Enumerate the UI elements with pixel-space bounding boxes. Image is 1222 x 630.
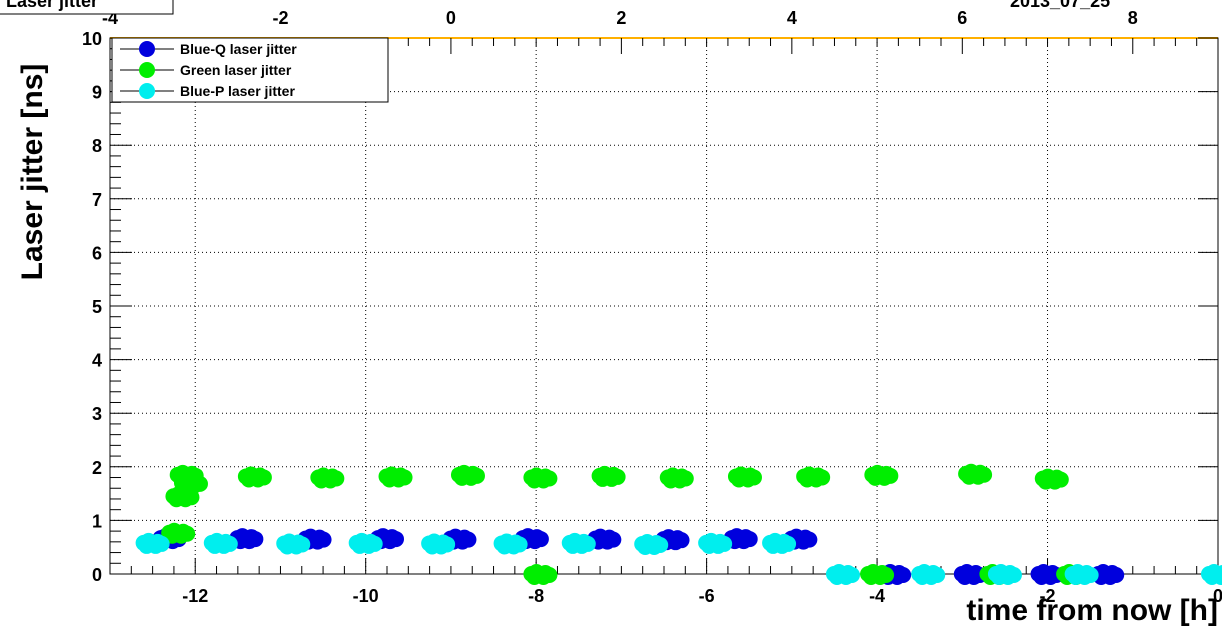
green-laser-jitter-point [523,467,558,489]
top-tick-label: 6 [957,8,967,28]
blue-p-laser-jitter-point [203,532,238,554]
title-box: Laser jitter [0,0,174,15]
blue-p-laser-jitter-point [825,564,860,585]
top-tick-label: 4 [787,8,797,28]
y-tick-label: 0 [92,565,102,585]
legend-marker [139,41,155,57]
legend-item-blue-q-laser-jitter: Blue-Q laser jitter [120,41,297,57]
blue-p-laser-jitter-point [987,564,1022,585]
green-laser-jitter-point [1034,468,1069,490]
blue-p-laser-jitter-point [561,532,596,554]
legend-item-blue-p-laser-jitter: Blue-P laser jitter [120,83,295,99]
x-tick-label: 0 [1213,586,1222,606]
x-tick-label: -12 [182,586,208,606]
blue-p-laser-jitter-point [135,532,170,554]
top-tick-label: -2 [272,8,288,28]
legend-item-green-laser-jitter: Green laser jitter [120,62,292,78]
y-tick-label: 7 [92,190,102,210]
x-tick-label: -10 [353,586,379,606]
y-tick-label: 1 [92,511,102,531]
legend-label: Blue-P laser jitter [180,83,295,99]
green-laser-jitter-point [727,466,762,488]
green-laser-jitter-point [796,466,831,488]
legend-label: Blue-Q laser jitter [180,41,297,57]
y-tick-label: 9 [92,83,102,103]
green-laser-jitter-point [864,464,899,486]
y-axis-title: Laser jitter [ns] [16,64,49,281]
green-laser-jitter-point [958,463,993,485]
y-tick-label: 4 [92,351,102,371]
top-tick-label: 8 [1128,8,1138,28]
green-laser-jitter-point [173,472,208,494]
green-laser-jitter-point [659,467,694,489]
legend: Blue-Q laser jitter Green laser jitter Blu… [111,37,389,103]
green-laser-jitter-point [450,464,485,486]
y-tick-label: 10 [82,29,102,49]
green-laser-jitter-point [165,486,200,508]
blue-q-laser-jitter-point [783,528,818,550]
blue-p-laser-jitter-point [911,564,946,585]
x-tick-label: -2 [1040,586,1056,606]
x-tick-label: -8 [528,586,544,606]
top-tick-label: 0 [446,8,456,28]
y-tick-label: 6 [92,243,102,263]
blue-p-laser-jitter-point [762,532,797,554]
blue-p-laser-jitter-point [348,532,383,554]
plot-frame [109,37,1219,575]
x-tick-label: -6 [699,586,715,606]
green-laser-jitter-point [237,466,272,488]
y-tick-label: 3 [92,404,102,424]
blue-p-laser-jitter-point [493,533,528,555]
top-tick-label: 2 [616,8,626,28]
green-laser-jitter-point [161,522,196,544]
blue-p-laser-jitter-point [634,533,669,555]
green-laser-jitter-point [860,564,895,585]
date-label: 2013_07_25 [1010,0,1110,11]
y-tick-label: 5 [92,297,102,317]
blue-q-laser-jitter-point [229,528,264,550]
blue-p-laser-jitter-point [1064,564,1099,585]
legend-label: Green laser jitter [180,62,292,78]
blue-p-laser-jitter-point [698,532,733,554]
blue-p-laser-jitter-point [421,533,456,555]
blue-p-laser-jitter-point [1201,564,1222,585]
chart-title: Laser jitter [6,0,98,11]
green-laser-jitter-point [591,465,626,487]
grid [110,37,1219,575]
y-tick-label: 2 [92,458,102,478]
green-laser-jitter-point [310,467,345,489]
legend-marker [139,83,155,99]
legend-marker [139,62,155,78]
blue-p-laser-jitter-point [276,533,311,555]
green-laser-jitter-point [523,564,558,585]
green-laser-jitter-point [378,466,413,488]
data-points [135,463,1222,585]
y-tick-label: 8 [92,136,102,156]
x-tick-label: -4 [869,586,885,606]
blue-q-laser-jitter-point [587,528,622,550]
x-axis-title: time from now [h] [966,594,1218,627]
